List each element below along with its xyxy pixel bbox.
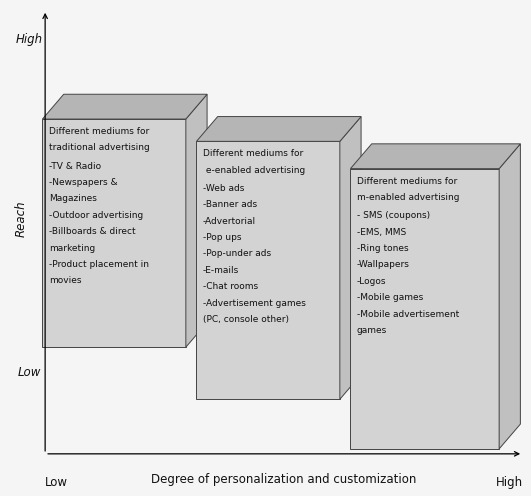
Text: High: High [496,476,523,489]
Bar [42,119,186,347]
Text: -E-mails: -E-mails [203,266,239,275]
Text: -Logos: -Logos [357,277,387,286]
Polygon shape [499,144,520,449]
Text: -Pop ups: -Pop ups [203,233,242,242]
Text: m-enabled advertising: m-enabled advertising [357,193,459,202]
Text: Different mediums for: Different mediums for [49,127,149,136]
Text: -TV & Radio: -TV & Radio [49,162,101,171]
Text: e-enabled advertising: e-enabled advertising [203,166,305,175]
Polygon shape [350,144,520,169]
Text: -Pop-under ads: -Pop-under ads [203,249,271,258]
Text: Low: Low [45,476,68,489]
Text: traditional advertising: traditional advertising [49,143,150,152]
Text: Low: Low [18,366,41,378]
Text: High: High [15,33,43,46]
Polygon shape [186,94,207,347]
Text: games: games [357,326,387,335]
Text: -Web ads: -Web ads [203,184,244,193]
Text: -Advertorial: -Advertorial [203,217,256,226]
Polygon shape [196,117,361,141]
Text: -Chat rooms: -Chat rooms [203,282,258,291]
Polygon shape [42,94,207,119]
Text: -Billboards & direct: -Billboards & direct [49,227,135,236]
Text: Degree of personalization and customization: Degree of personalization and customizat… [151,473,417,486]
Polygon shape [340,117,361,399]
Text: (PC, console other): (PC, console other) [203,315,289,324]
Text: -Mobile games: -Mobile games [357,293,423,302]
Text: Different mediums for: Different mediums for [203,149,303,158]
Text: Reach: Reach [15,200,28,237]
Text: -Wallpapers: -Wallpapers [357,260,410,269]
Text: -Advertisement games: -Advertisement games [203,299,306,308]
Text: -Product placement in: -Product placement in [49,260,149,269]
Text: movies: movies [49,276,81,285]
Text: Magazines: Magazines [49,194,97,203]
Bar [350,169,499,449]
Text: - SMS (coupons): - SMS (coupons) [357,211,430,220]
Text: marketing: marketing [49,244,95,252]
Text: Different mediums for: Different mediums for [357,177,457,186]
Text: -Newspapers &: -Newspapers & [49,178,117,187]
Text: -Ring tones: -Ring tones [357,244,408,253]
Bar [196,141,340,399]
Text: -EMS, MMS: -EMS, MMS [357,228,406,237]
Text: -Mobile advertisement: -Mobile advertisement [357,310,459,318]
Text: -Outdoor advertising: -Outdoor advertising [49,211,143,220]
Text: -Banner ads: -Banner ads [203,200,257,209]
